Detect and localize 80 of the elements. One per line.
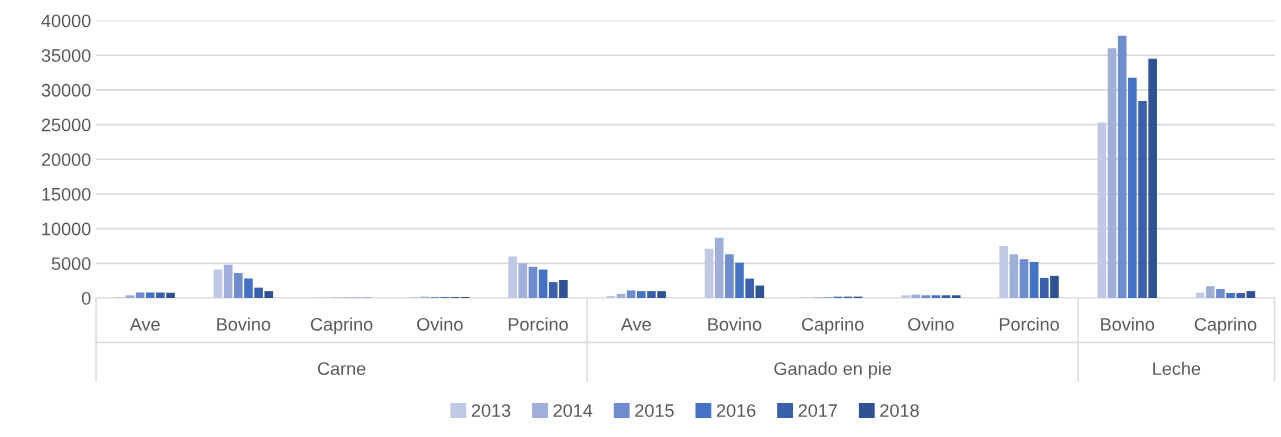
bar: [1148, 58, 1157, 299]
x-tick-label: Porcino: [999, 317, 1059, 331]
legend-label: 2013: [471, 404, 511, 417]
bar: [528, 266, 538, 299]
bar: [1009, 254, 1019, 299]
bar: [931, 295, 941, 299]
bar: [725, 254, 734, 299]
legend-label: 2015: [635, 404, 674, 417]
bar: [1050, 275, 1059, 299]
bar: [1039, 277, 1049, 299]
bar: [156, 292, 165, 299]
legend-label: 2018: [880, 404, 919, 417]
bar: [921, 295, 931, 299]
x-tick-label: Caprino: [1194, 317, 1257, 335]
y-tick-label: 20000: [41, 153, 91, 167]
y-tick-label: 40000: [41, 14, 91, 28]
bar: [1128, 77, 1137, 299]
bar: [999, 246, 1009, 299]
x-tick-label: Caprino: [310, 317, 373, 335]
text: Leche: [1153, 361, 1201, 376]
y-tick-label: 10000: [42, 222, 91, 236]
x-tick-label: Ovino: [908, 317, 954, 331]
bar: [755, 285, 765, 299]
bar: [647, 291, 656, 299]
x-tick-label: Porcino: [508, 317, 568, 331]
bar: [735, 262, 744, 299]
y-tick-label: 25000: [41, 118, 91, 132]
x-tick-label: Ave: [620, 318, 651, 331]
x-tick-label: Bovino: [217, 317, 271, 331]
bar: [548, 282, 558, 299]
bar: [1205, 286, 1215, 299]
bar: [518, 263, 528, 299]
bar: [1107, 48, 1117, 299]
x-tick-label: Bovino: [708, 317, 762, 331]
legend-label: 2014: [553, 404, 593, 417]
bar: [951, 295, 961, 299]
bar: [657, 291, 666, 299]
x-tick-label: Ave: [129, 318, 160, 331]
bar: [559, 280, 568, 299]
bar: [135, 292, 145, 299]
y-tick-label: 5000: [51, 257, 91, 271]
text: Ganado en pie: [774, 361, 892, 379]
bar: [941, 295, 951, 299]
bar: [1029, 261, 1039, 299]
bar: [1216, 289, 1225, 299]
bar: [1236, 292, 1246, 299]
text: Carne: [317, 362, 366, 376]
legend-label: 2017: [798, 404, 837, 417]
bar: [626, 290, 636, 299]
bar: [1117, 35, 1127, 299]
bar: [125, 295, 135, 299]
bar: [508, 256, 517, 299]
bar: [223, 264, 233, 299]
bar: [1019, 259, 1029, 299]
legend-label: 2016: [716, 404, 756, 417]
x-tick-label: Ovino: [417, 317, 463, 331]
bar: [1226, 292, 1235, 299]
bar: [636, 291, 646, 299]
bar: [264, 291, 274, 299]
bar: [244, 278, 253, 299]
bar: [1138, 101, 1147, 299]
y-tick-label: 0: [81, 291, 91, 305]
bar: [1246, 291, 1256, 299]
bar: [704, 248, 714, 299]
bar: [166, 292, 175, 299]
y-tick-label: 30000: [41, 83, 91, 97]
bar: [745, 278, 754, 299]
bar: [714, 237, 724, 299]
bar: [145, 292, 155, 299]
bar: [901, 295, 910, 299]
y-tick-label: 35000: [41, 49, 91, 62]
bar: [213, 269, 223, 299]
y-tick-label: 15000: [42, 187, 91, 201]
bar: [1097, 122, 1107, 299]
bar: [911, 294, 920, 299]
x-tick-label: Caprino: [801, 317, 864, 335]
bar: [538, 269, 548, 299]
x-tick-label: Bovino: [1101, 317, 1155, 331]
bar: [234, 273, 243, 299]
bar: [254, 287, 263, 299]
